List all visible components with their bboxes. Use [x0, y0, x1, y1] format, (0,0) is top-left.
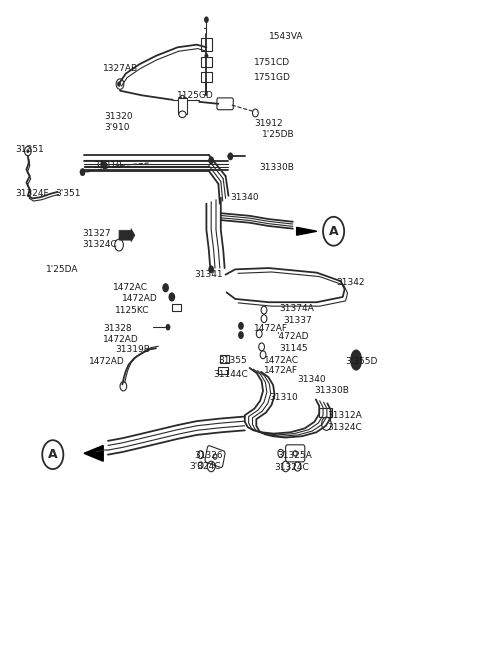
Circle shape [208, 156, 214, 164]
Text: 31145: 31145 [279, 344, 308, 353]
FancyBboxPatch shape [220, 355, 229, 363]
Text: '472AD: '472AD [276, 332, 309, 341]
Text: 31320: 31320 [105, 112, 133, 122]
Text: 31144C: 31144C [214, 370, 248, 379]
Circle shape [168, 292, 175, 302]
Text: 3'355D: 3'355D [346, 357, 378, 366]
Circle shape [228, 152, 233, 160]
Circle shape [26, 149, 29, 153]
Text: 31324C: 31324C [275, 463, 309, 472]
FancyBboxPatch shape [319, 408, 332, 417]
Text: 1472AD: 1472AD [103, 335, 139, 344]
FancyBboxPatch shape [218, 367, 228, 374]
Text: 31319B: 31319B [115, 345, 150, 354]
Text: 31340: 31340 [298, 375, 326, 384]
Text: 31912: 31912 [254, 119, 283, 128]
Circle shape [238, 331, 244, 339]
Text: 1472AF: 1472AF [254, 324, 288, 333]
Ellipse shape [179, 95, 186, 115]
Text: 3'351: 3'351 [55, 189, 81, 198]
Text: 31324F: 31324F [15, 189, 49, 198]
Text: 31351: 31351 [15, 145, 44, 154]
Circle shape [204, 53, 208, 58]
FancyBboxPatch shape [286, 445, 305, 462]
Polygon shape [297, 227, 317, 235]
Circle shape [162, 283, 169, 292]
Circle shape [102, 162, 108, 170]
Text: 31325A: 31325A [277, 451, 312, 460]
Text: 1472AD: 1472AD [122, 294, 158, 304]
Text: A: A [329, 225, 338, 238]
Text: 1'25DB: 1'25DB [262, 130, 294, 139]
Text: 31328: 31328 [103, 324, 132, 333]
Text: 1327AB: 1327AB [103, 64, 138, 74]
Text: 1125KC: 1125KC [115, 306, 150, 315]
Text: 31324C: 31324C [83, 240, 117, 249]
Text: 1472AC: 1472AC [264, 355, 299, 365]
Text: 31374A: 31374A [279, 304, 314, 313]
Text: 31326: 31326 [194, 451, 223, 460]
Bar [201, 72, 212, 82]
Text: 3'910: 3'910 [105, 123, 130, 132]
Text: 31310: 31310 [269, 393, 298, 402]
Text: 31310: 31310 [94, 161, 122, 170]
Circle shape [80, 168, 85, 176]
Circle shape [238, 322, 244, 330]
Bar [172, 304, 181, 311]
Text: 1472AD: 1472AD [89, 357, 124, 366]
Text: 31341: 31341 [194, 270, 223, 279]
Text: 1543VA: 1543VA [269, 32, 303, 41]
Circle shape [117, 81, 121, 87]
Bar [178, 98, 187, 114]
FancyArrow shape [119, 229, 135, 242]
Text: 31312A: 31312A [327, 411, 362, 420]
Ellipse shape [179, 111, 186, 118]
Circle shape [204, 16, 209, 23]
Text: A: A [48, 448, 58, 461]
Text: 3'324C: 3'324C [190, 462, 221, 471]
Bar [201, 57, 212, 67]
Polygon shape [84, 445, 103, 461]
Text: 1'25DA: 1'25DA [46, 265, 78, 274]
Text: 1472AC: 1472AC [113, 283, 148, 292]
Text: 31330B: 31330B [259, 163, 294, 172]
Text: 1751GD: 1751GD [254, 73, 291, 82]
Circle shape [100, 160, 106, 168]
Text: 31340: 31340 [230, 193, 259, 202]
Text: 1472AF: 1472AF [264, 366, 298, 375]
Text: 31330B: 31330B [314, 386, 349, 396]
Text: 31355: 31355 [218, 355, 247, 365]
Bar [201, 38, 212, 51]
Text: 31342: 31342 [336, 278, 364, 287]
Text: 31337: 31337 [283, 316, 312, 325]
Circle shape [208, 265, 214, 273]
Ellipse shape [351, 350, 361, 370]
Text: 31327: 31327 [83, 229, 111, 238]
Circle shape [166, 324, 170, 330]
FancyBboxPatch shape [205, 445, 225, 468]
FancyBboxPatch shape [217, 98, 233, 110]
Text: 1751CD: 1751CD [254, 58, 290, 67]
Text: 31324C: 31324C [327, 422, 362, 432]
Text: 1125GD: 1125GD [177, 91, 214, 100]
